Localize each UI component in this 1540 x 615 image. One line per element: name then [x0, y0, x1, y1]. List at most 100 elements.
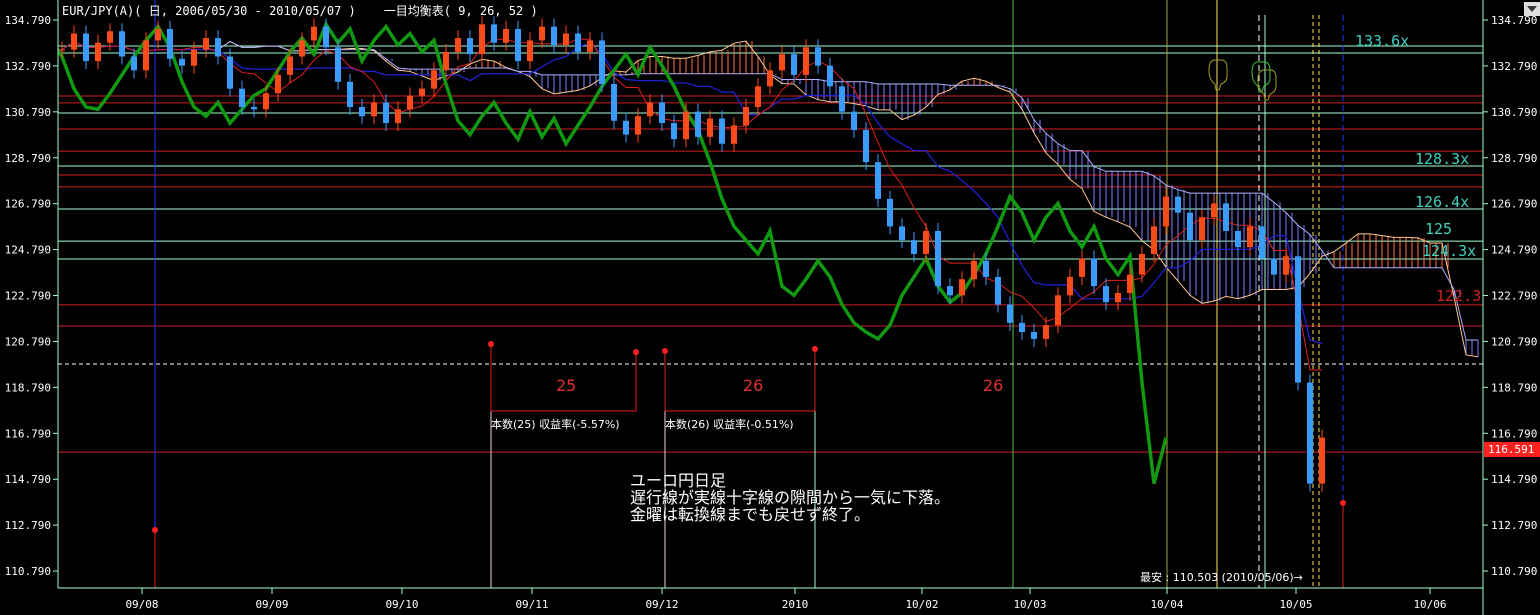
marker-dot	[1340, 500, 1346, 506]
candle-body	[311, 26, 317, 41]
comment-line: 遅行線が実線十字線の隙間から一気に下落。	[630, 488, 951, 507]
candle-body	[419, 88, 425, 96]
hand-pointer-icon	[1208, 59, 1228, 91]
candle-body	[347, 81, 353, 108]
candle-body	[107, 31, 113, 43]
y-tick-label: 124.790	[1491, 244, 1537, 257]
candle-body	[227, 56, 233, 89]
candle-body	[563, 33, 569, 46]
candle-body	[179, 58, 185, 66]
candle-body	[95, 42, 101, 62]
candle-body	[923, 231, 929, 254]
candle-body	[1199, 217, 1205, 241]
y-tick-label: 112.790	[5, 519, 51, 532]
x-tick-label: 09/08	[125, 598, 158, 611]
x-tick-label: 10/03	[1013, 598, 1046, 611]
candle-body	[503, 28, 509, 43]
chikou-line	[58, 20, 1168, 485]
y-tick-label: 110.790	[5, 565, 51, 578]
candle-body	[1283, 256, 1289, 275]
current-price-marker: 116.591	[1484, 442, 1540, 457]
kijun-line	[61, 40, 1323, 345]
level-label: 122.3	[1436, 287, 1482, 305]
candle-body	[515, 28, 521, 62]
candle-body	[155, 28, 161, 41]
candle-body	[203, 38, 209, 50]
count-bracket	[664, 349, 816, 412]
level-label: 124.3x	[1422, 242, 1477, 260]
candle-body	[1079, 258, 1085, 277]
candle-body	[491, 24, 497, 43]
candle-body	[59, 49, 65, 51]
candle-body	[371, 102, 377, 117]
dropdown-arrow-icon[interactable]	[1524, 2, 1540, 16]
candle-body	[839, 86, 845, 112]
x-tick-label: 10/05	[1279, 598, 1312, 611]
candle-body	[647, 102, 653, 117]
candle-body	[899, 226, 905, 241]
candle-body	[431, 70, 437, 89]
candle-body	[1019, 322, 1025, 333]
y-tick-label: 132.790	[5, 60, 51, 73]
senkou-span-b	[217, 41, 1478, 341]
return-stat: 本数(26) 収益率(-0.51%)	[665, 418, 794, 431]
candle-body	[1163, 196, 1169, 227]
candle-body	[743, 107, 749, 126]
y-tick-label: 112.790	[1491, 519, 1537, 532]
candle-body	[983, 260, 989, 277]
candle-body	[1043, 325, 1049, 339]
candle-body	[695, 111, 701, 137]
indicator-title: 一目均衡表( 9, 26, 52 )	[383, 4, 538, 18]
x-tick-label: 2010	[782, 598, 809, 611]
candle-body	[791, 54, 797, 75]
candle-body	[83, 33, 89, 62]
candle-body	[143, 40, 149, 71]
candle-body	[275, 74, 281, 94]
hand-pointer-icon	[1257, 69, 1277, 101]
marker-dot	[152, 527, 158, 533]
candle-body	[167, 28, 173, 59]
lowest-price-note: 最安 : 110.503 (2010/05/06)→	[1140, 571, 1303, 584]
y-tick-label: 134.790	[1491, 14, 1537, 27]
candle-body	[911, 240, 917, 254]
candle-body	[1151, 226, 1157, 254]
bar-count-label: 25	[556, 376, 577, 395]
candle-body	[299, 40, 305, 57]
candle-body	[287, 56, 293, 75]
candle-body	[467, 38, 473, 55]
candle-body	[623, 120, 629, 135]
candle-body	[827, 65, 833, 87]
y-tick-label: 126.790	[1491, 198, 1537, 211]
y-tick-label: 134.790	[5, 14, 51, 27]
candle-body	[215, 38, 221, 57]
candle-body	[971, 260, 977, 280]
y-tick-label: 120.790	[5, 335, 51, 348]
y-tick-label: 110.790	[1491, 565, 1537, 578]
candle-body	[131, 56, 137, 71]
candle-body	[767, 70, 773, 87]
marker-dot	[633, 349, 639, 355]
y-tick-label: 132.790	[1491, 60, 1537, 73]
candle-body	[887, 198, 893, 227]
y-tick-label: 116.790	[5, 427, 51, 440]
candle-body	[443, 51, 449, 71]
candle-body	[803, 47, 809, 75]
marker-dot	[812, 346, 818, 352]
y-tick-label: 118.790	[1491, 381, 1537, 394]
comment-line: 金曜は転換線までも戻せず終了。	[630, 505, 871, 524]
marker-dot	[662, 348, 668, 354]
candle-body	[719, 118, 725, 144]
candle-body	[1103, 286, 1109, 303]
x-tick-label: 09/11	[515, 598, 548, 611]
candle-body	[359, 107, 365, 117]
candle-body	[1235, 231, 1241, 248]
candle-body	[995, 276, 1001, 305]
senkou-span-a	[217, 40, 1479, 358]
tenkan-line	[61, 38, 1322, 371]
candle-body	[1091, 258, 1097, 287]
y-tick-label: 130.790	[1491, 106, 1537, 119]
candle-body	[455, 38, 461, 52]
candle-body	[395, 109, 401, 124]
x-tick-label: 09/12	[645, 598, 678, 611]
